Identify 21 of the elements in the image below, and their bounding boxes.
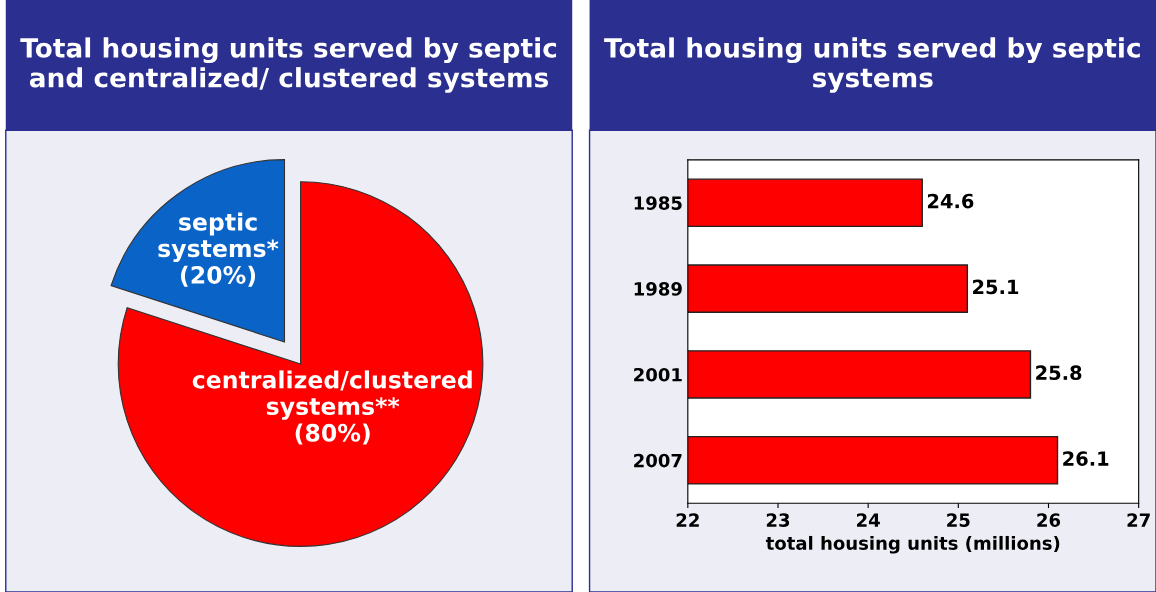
x-tick-label: 25 [947, 513, 970, 527]
slice-label: centralized/clustered systems** [192, 370, 472, 420]
x-tick-label: 24 [857, 513, 880, 527]
data-label: 25.1 [973, 279, 1019, 295]
data-label: 25.8 [1036, 365, 1082, 381]
x-axis-title: total housing units (millions) [765, 535, 1060, 554]
data-label: (80%) [295, 423, 370, 445]
y-tick-label: 2007 [634, 453, 682, 468]
data-label: (20%) [181, 265, 256, 287]
slice-label: septic systems* [158, 212, 279, 263]
x-tick-label: 27 [1127, 513, 1150, 527]
chart-title: Total housing units served by septic and centralized/ clustered systems [20, 37, 557, 93]
data-label: 24.6 [927, 193, 974, 209]
y-tick-label: 1985 [634, 196, 682, 210]
y-tick-label: 2001 [634, 367, 682, 382]
y-tick-label: 1989 [634, 282, 682, 296]
chart-title: Total housing units served by septic systems [604, 37, 1140, 93]
data-label: 26.1 [1063, 451, 1109, 466]
x-tick-label: 22 [676, 513, 699, 527]
x-tick-label: 23 [766, 513, 790, 527]
x-tick-label: 26 [1037, 513, 1061, 527]
